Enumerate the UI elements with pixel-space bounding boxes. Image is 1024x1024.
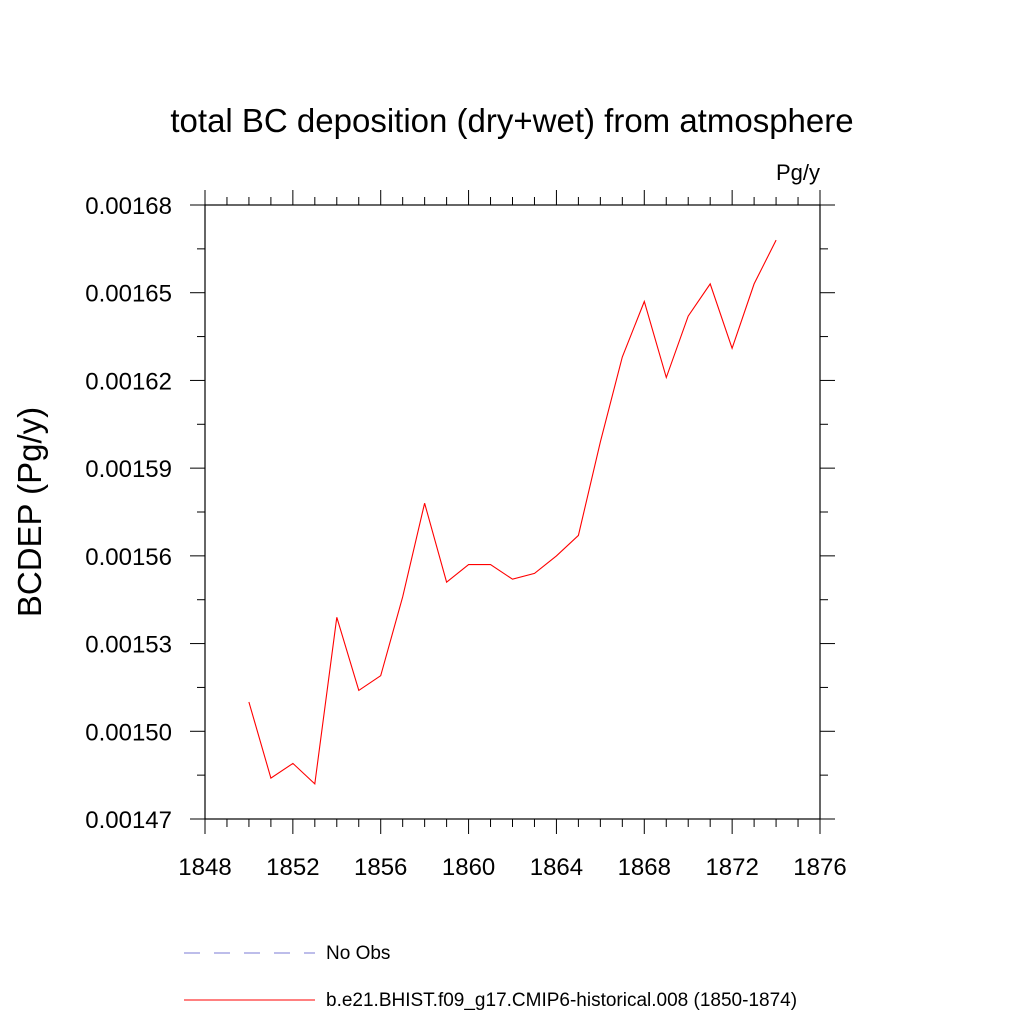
y-tick-label: 0.00150: [85, 719, 172, 746]
y-tick-label: 0.00153: [85, 632, 172, 659]
plot-frame: [204, 204, 821, 820]
series-line-1: [248, 239, 777, 786]
x-tick-label: 1848: [178, 854, 231, 881]
x-tick-label: 1876: [793, 854, 846, 881]
y-tick-label: 0.00165: [85, 281, 172, 308]
legend-label-no-obs: No Obs: [326, 943, 390, 964]
y-tick-label: 0.00147: [85, 807, 172, 834]
series-layer: [248, 239, 777, 786]
x-tick-label: 1852: [266, 854, 319, 881]
x-tick-label: 1868: [618, 854, 671, 881]
x-axis-ticks: [204, 190, 821, 834]
chart-title: total BC deposition (dry+wet) from atmos…: [170, 102, 853, 139]
x-axis-tick-labels: 1848 1852 1856 1860 1864 1868 1872 1876: [178, 854, 846, 881]
y-tick-label: 0.00156: [85, 544, 172, 571]
y-axis-tick-labels: 0.00147 0.00150 0.00153 0.00156 0.00159 0.001…: [85, 193, 172, 834]
x-tick-label: 1872: [705, 854, 758, 881]
legend: No Obs b.e21.BHIST.f09_g17.CMIP6-histori…: [184, 943, 797, 1011]
legend-label-historical: b.e21.BHIST.f09_g17.CMIP6-historical.008…: [326, 990, 797, 1011]
units-label: Pg/y: [776, 160, 820, 185]
y-tick-label: 0.00168: [85, 193, 172, 220]
x-tick-label: 1864: [530, 854, 583, 881]
x-tick-label: 1860: [442, 854, 495, 881]
x-tick-label: 1856: [354, 854, 407, 881]
y-axis-ticks: [190, 204, 835, 820]
y-tick-label: 0.00159: [85, 456, 172, 483]
y-axis-label: BCDEP (Pg/y): [11, 407, 48, 617]
y-tick-label: 0.00162: [85, 368, 172, 395]
